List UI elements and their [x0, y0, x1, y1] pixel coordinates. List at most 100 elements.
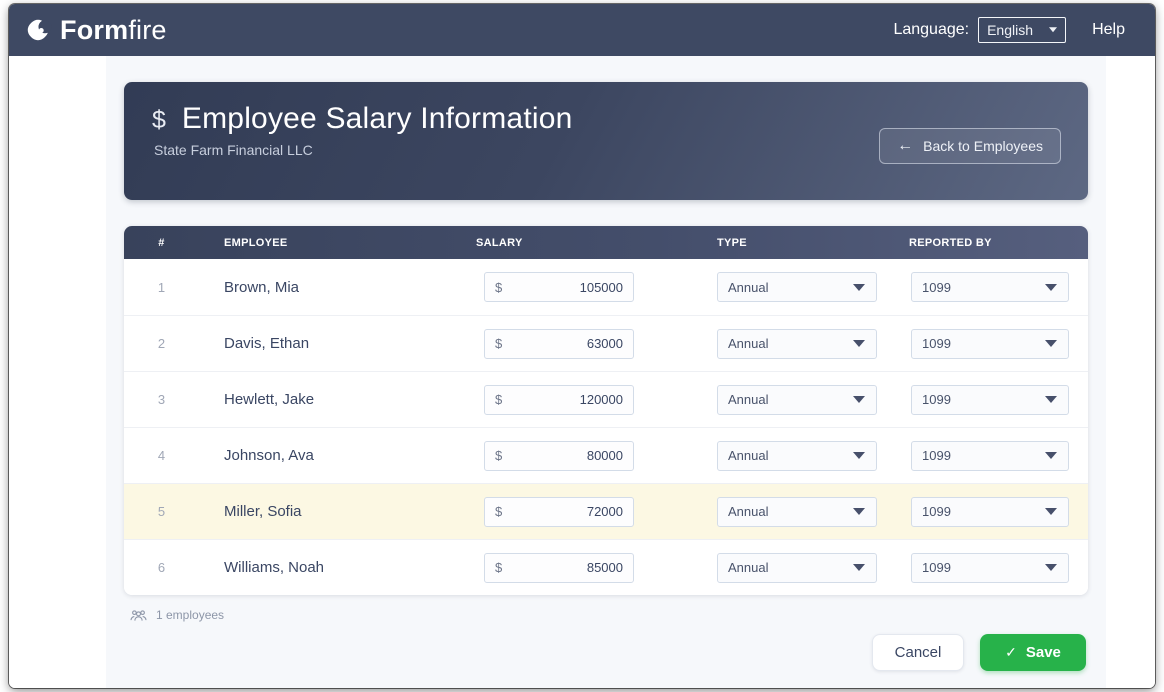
salary-input[interactable]	[502, 279, 633, 295]
row-number: 3	[157, 392, 166, 407]
row-number: 1	[157, 279, 166, 295]
language-label: Language:	[893, 21, 970, 38]
employee-name: Hewlett, Jake	[224, 391, 315, 408]
column-header-salary: SALARY	[476, 236, 523, 249]
page-background: $ Employee Salary Information State Farm…	[9, 56, 1155, 688]
type-dropdown[interactable]: Annual	[717, 552, 877, 583]
reported-by-dropdown[interactable]: 1099	[911, 272, 1069, 302]
type-dropdown[interactable]: Annual	[717, 384, 877, 415]
save-button-label: Save	[1025, 644, 1061, 661]
reported-by-dropdown-value: 1099	[922, 448, 951, 463]
salary-field[interactable]: $	[484, 384, 634, 415]
main-content-column: $ Employee Salary Information State Farm…	[106, 56, 1106, 688]
chevron-down-icon	[1045, 452, 1057, 465]
company-name: State Farm Financial LLC	[154, 142, 313, 158]
top-nav: Formfire Language: English Help	[9, 4, 1155, 56]
help-link[interactable]: Help	[1092, 21, 1125, 38]
currency-symbol: $	[495, 448, 503, 463]
reported-by-dropdown-value: 1099	[922, 279, 951, 295]
salary-field[interactable]: $	[484, 440, 634, 471]
employee-name: Miller, Sofia	[224, 503, 302, 520]
employee-name: Williams, Noah	[224, 559, 325, 576]
salary-input[interactable]	[502, 392, 633, 407]
employee-name: Davis, Ethan	[224, 335, 310, 352]
app-window: Formfire Language: English Help $ Employ…	[9, 4, 1155, 688]
cancel-button[interactable]: Cancel	[872, 634, 964, 671]
row-number: 4	[157, 448, 166, 463]
employee-name: Johnson, Ava	[224, 447, 314, 464]
salary-table: # EMPLOYEE SALARY TYPE REPORTED BY 1 Bro…	[124, 226, 1088, 595]
type-dropdown[interactable]: Annual	[717, 440, 877, 471]
reported-by-dropdown-value: 1099	[922, 392, 951, 407]
chevron-down-icon	[853, 564, 865, 577]
table-body: 1 Brown, Mia $ Annual 1099 2 Davis, Etha…	[124, 259, 1088, 595]
type-dropdown[interactable]: Annual	[717, 328, 877, 359]
column-header-employee: EMPLOYEE	[224, 236, 288, 249]
row-number: 6	[157, 560, 166, 575]
table-row: 4 Johnson, Ava $ Annual 1099	[124, 427, 1088, 483]
page-header-card: $ Employee Salary Information State Farm…	[124, 82, 1088, 200]
formfire-flame-icon	[23, 15, 53, 45]
table-header-row: # EMPLOYEE SALARY TYPE REPORTED BY	[124, 226, 1088, 259]
reported-by-dropdown[interactable]: 1099	[911, 384, 1069, 415]
chevron-down-icon	[853, 396, 865, 409]
reported-by-dropdown[interactable]: 1099	[911, 496, 1069, 527]
dollar-icon: $	[152, 106, 166, 134]
employee-count-label: 1 employees	[156, 608, 225, 622]
type-dropdown-value: Annual	[728, 448, 769, 463]
reported-by-dropdown-value: 1099	[922, 336, 951, 351]
salary-field[interactable]: $	[484, 496, 634, 527]
salary-field[interactable]: $	[484, 328, 634, 359]
table-row: 5 Miller, Sofia $ Annual 1099	[124, 483, 1088, 539]
checkmark-icon: ✓	[1005, 644, 1017, 660]
chevron-down-icon	[1045, 340, 1057, 353]
reported-by-dropdown-value: 1099	[922, 504, 951, 519]
chevron-down-icon	[1045, 508, 1057, 521]
table-row: 1 Brown, Mia $ Annual 1099	[124, 259, 1088, 315]
reported-by-dropdown-value: 1099	[922, 560, 951, 575]
people-group-icon	[130, 609, 147, 622]
salary-input[interactable]	[502, 336, 633, 351]
chevron-down-icon	[1045, 283, 1057, 297]
currency-symbol: $	[495, 279, 503, 295]
save-button[interactable]: ✓ Save	[980, 634, 1086, 671]
salary-input[interactable]	[502, 448, 633, 463]
type-dropdown[interactable]: Annual	[717, 496, 877, 527]
employee-count: 1 employees	[130, 608, 1088, 622]
column-header-number: #	[158, 236, 165, 249]
currency-symbol: $	[495, 392, 503, 407]
chevron-down-icon	[1045, 396, 1057, 409]
reported-by-dropdown[interactable]: 1099	[911, 440, 1069, 471]
logo-wordmark: Formfire	[60, 14, 167, 45]
type-dropdown-value: Annual	[728, 279, 769, 295]
chevron-down-icon	[853, 508, 865, 521]
type-dropdown-value: Annual	[728, 392, 769, 407]
table-row: 3 Hewlett, Jake $ Annual 1099	[124, 371, 1088, 427]
currency-symbol: $	[495, 560, 503, 575]
page-title: Employee Salary Information	[181, 102, 573, 135]
reported-by-dropdown[interactable]: 1099	[911, 328, 1069, 359]
chevron-down-icon	[1045, 564, 1057, 577]
row-number: 2	[157, 336, 166, 351]
reported-by-dropdown[interactable]: 1099	[911, 552, 1069, 583]
type-dropdown-value: Annual	[728, 336, 769, 351]
column-header-reported-by: REPORTED BY	[909, 236, 992, 249]
salary-field[interactable]: $	[484, 272, 634, 302]
back-button-label: Back to Employees	[923, 138, 1043, 154]
row-number: 5	[157, 504, 166, 519]
type-dropdown[interactable]: Annual	[717, 272, 877, 302]
back-to-employees-button[interactable]: ← Back to Employees	[879, 128, 1061, 164]
type-dropdown-value: Annual	[728, 560, 769, 575]
language-select[interactable]: English	[978, 17, 1067, 43]
formfire-logo: Formfire	[23, 15, 167, 46]
currency-symbol: $	[495, 504, 503, 519]
table-row: 6 Williams, Noah $ Annual 1099	[124, 539, 1088, 595]
action-bar: Cancel ✓ Save	[124, 634, 1088, 671]
employee-name: Brown, Mia	[224, 278, 300, 296]
chevron-down-icon	[853, 283, 865, 297]
type-dropdown-value: Annual	[728, 504, 769, 519]
salary-field[interactable]: $	[484, 552, 634, 583]
arrow-left-icon: ←	[897, 137, 914, 154]
salary-input[interactable]	[502, 504, 633, 519]
salary-input[interactable]	[502, 560, 633, 575]
